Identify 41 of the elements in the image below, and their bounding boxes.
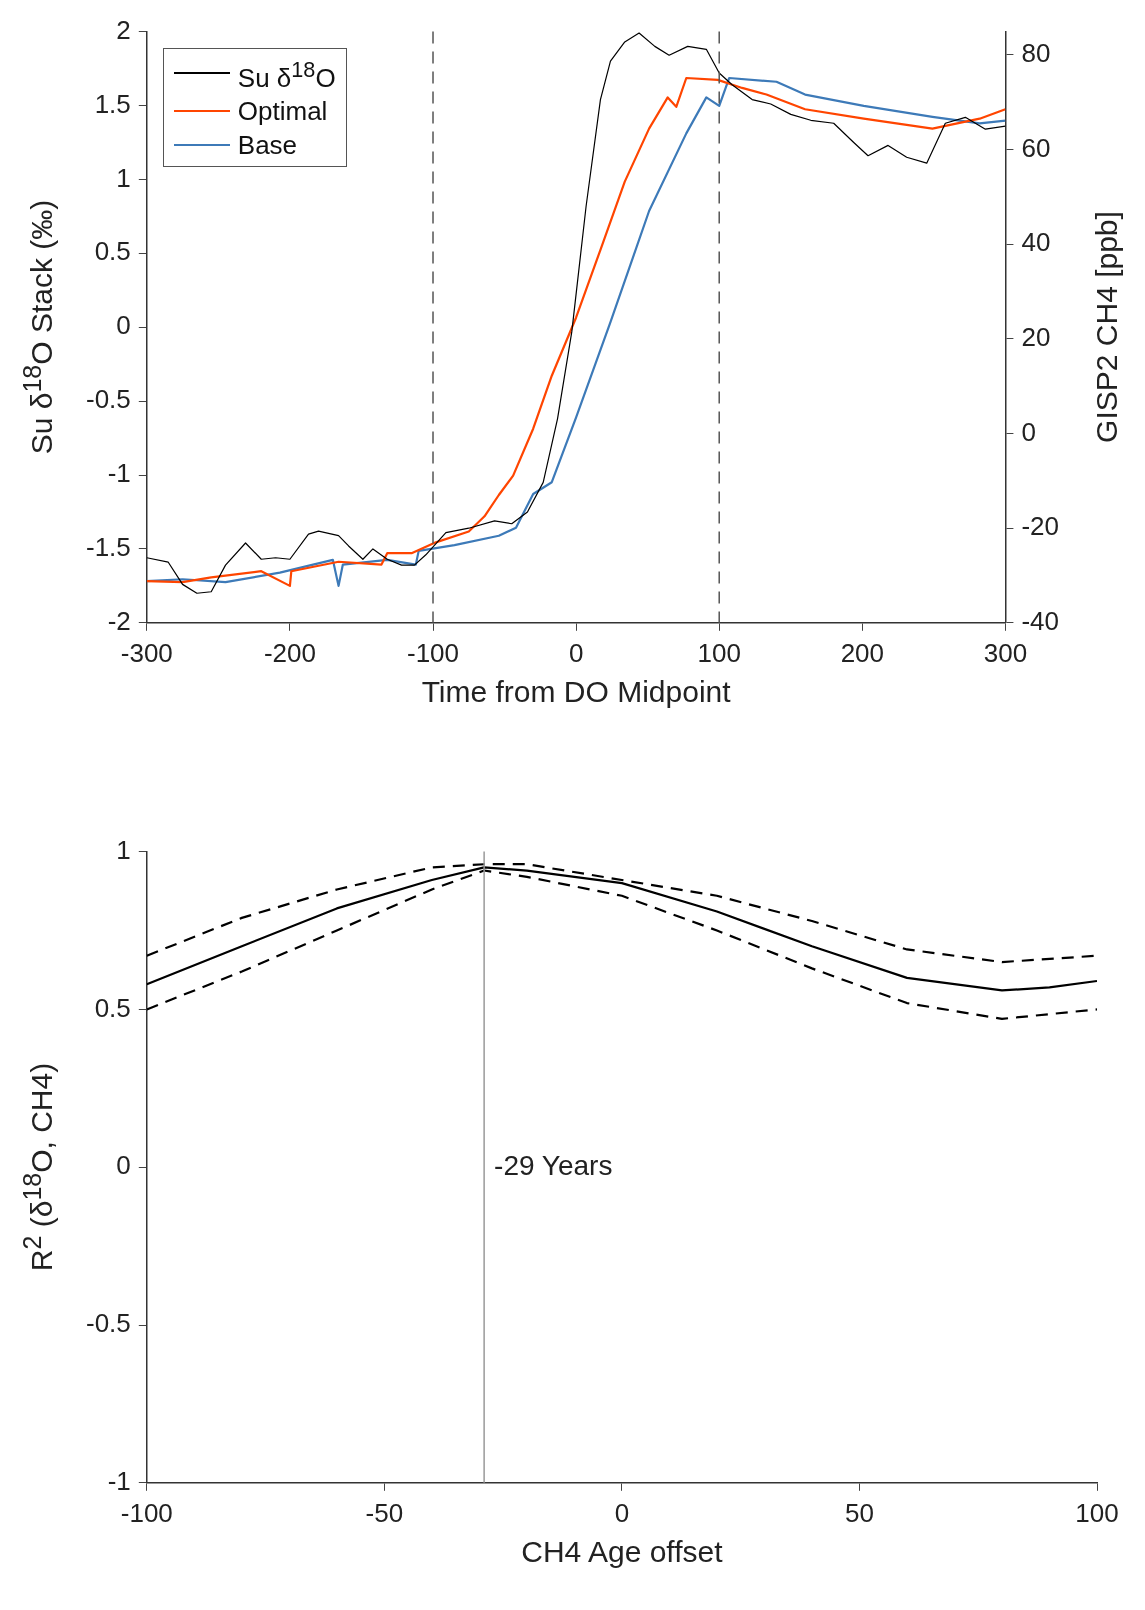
- y-tick-label: -1: [107, 458, 131, 489]
- y2-tick-label: 0: [1021, 416, 1036, 447]
- x-tick-label: 200: [840, 637, 885, 668]
- x-tick-label: -100: [120, 1497, 173, 1528]
- x-tick-label: 50: [844, 1497, 874, 1528]
- y2-tick-label: 20: [1021, 321, 1051, 352]
- x-tick-label: 0: [568, 637, 584, 668]
- y-tick-label: 0: [116, 310, 131, 341]
- x-tick-label: 100: [697, 637, 741, 668]
- y2-tick-label: -40: [1021, 605, 1059, 636]
- line-series: [146, 869, 1097, 1020]
- ref-line-label: -29 Years: [494, 1149, 613, 1181]
- y-tick-label: 0.5: [94, 236, 131, 267]
- y2-axis-title: GISP2 CH4 [ppb]: [1090, 211, 1124, 444]
- x-tick-label: -200: [263, 637, 316, 668]
- legend-label: Base: [237, 129, 298, 163]
- x-tick-label: 100: [1075, 1497, 1119, 1528]
- y-tick-label: -2: [107, 605, 131, 636]
- y-tick-label: -0.5: [85, 384, 131, 415]
- x-tick-label: -300: [120, 637, 173, 668]
- y-tick-label: -0.5: [85, 1308, 131, 1339]
- y-tick-label: 1: [116, 162, 131, 193]
- y-tick-label: 1: [116, 834, 131, 865]
- legend-label: Su δ$^{18}$O: [237, 55, 336, 95]
- x-axis-title: CH4 Age offset: [521, 1534, 723, 1569]
- y2-tick-label: 40: [1021, 227, 1051, 258]
- legend-label: Optimal: [237, 95, 328, 129]
- x-axis-title: Time from DO Midpoint: [421, 674, 731, 709]
- y-tick-label: 1.5: [94, 88, 131, 119]
- y-tick-label: 0: [116, 1150, 131, 1181]
- y-tick-label: 2: [116, 14, 131, 45]
- x-tick-label: -50: [365, 1497, 404, 1528]
- y2-tick-label: -20: [1021, 511, 1059, 542]
- y2-tick-label: 80: [1021, 37, 1051, 68]
- y-tick-label: -1.5: [85, 532, 131, 563]
- y2-tick-label: 60: [1021, 132, 1051, 163]
- x-tick-label: 300: [983, 637, 1028, 668]
- x-tick-label: 0: [614, 1497, 630, 1528]
- y-tick-label: 0.5: [94, 992, 131, 1023]
- y-tick-label: -1: [107, 1465, 131, 1496]
- x-tick-label: -100: [406, 637, 460, 668]
